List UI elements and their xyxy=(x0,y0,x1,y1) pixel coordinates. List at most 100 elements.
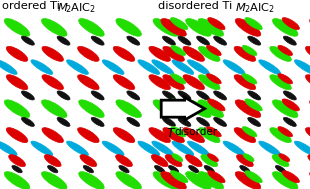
Ellipse shape xyxy=(270,75,291,90)
Ellipse shape xyxy=(113,46,135,61)
Text: disorder: disorder xyxy=(175,127,218,137)
Ellipse shape xyxy=(272,172,298,189)
Ellipse shape xyxy=(259,60,281,74)
Ellipse shape xyxy=(283,36,296,45)
Ellipse shape xyxy=(243,154,254,162)
Ellipse shape xyxy=(149,75,170,90)
Ellipse shape xyxy=(138,141,160,156)
Ellipse shape xyxy=(282,18,299,30)
Ellipse shape xyxy=(170,99,188,111)
Ellipse shape xyxy=(305,128,310,143)
Ellipse shape xyxy=(198,46,220,61)
Ellipse shape xyxy=(119,166,129,173)
Ellipse shape xyxy=(67,60,88,74)
Ellipse shape xyxy=(278,74,293,84)
Ellipse shape xyxy=(172,60,194,74)
Ellipse shape xyxy=(294,60,310,74)
Ellipse shape xyxy=(245,18,262,30)
Ellipse shape xyxy=(178,36,191,45)
Ellipse shape xyxy=(47,166,58,173)
Text: $_2$AlC$_2$: $_2$AlC$_2$ xyxy=(65,1,96,15)
Ellipse shape xyxy=(186,172,211,189)
Ellipse shape xyxy=(172,154,183,162)
Ellipse shape xyxy=(178,117,191,126)
Ellipse shape xyxy=(204,166,215,173)
Text: $M$: $M$ xyxy=(235,1,246,13)
Ellipse shape xyxy=(102,141,124,156)
Ellipse shape xyxy=(0,60,17,74)
Ellipse shape xyxy=(197,91,210,100)
Ellipse shape xyxy=(188,60,209,74)
Ellipse shape xyxy=(127,91,140,100)
Ellipse shape xyxy=(183,128,205,143)
Ellipse shape xyxy=(153,19,179,36)
Ellipse shape xyxy=(9,155,25,167)
Ellipse shape xyxy=(21,117,34,126)
Ellipse shape xyxy=(57,36,70,45)
Ellipse shape xyxy=(0,141,17,156)
Ellipse shape xyxy=(152,60,174,74)
Ellipse shape xyxy=(278,45,293,56)
Ellipse shape xyxy=(127,117,140,126)
Ellipse shape xyxy=(214,117,227,126)
Ellipse shape xyxy=(242,127,257,137)
Ellipse shape xyxy=(42,100,67,118)
Ellipse shape xyxy=(214,91,227,100)
Ellipse shape xyxy=(42,172,67,189)
Ellipse shape xyxy=(275,166,286,173)
Ellipse shape xyxy=(305,75,310,90)
Ellipse shape xyxy=(116,19,141,36)
Ellipse shape xyxy=(57,117,70,126)
Ellipse shape xyxy=(31,60,53,74)
Ellipse shape xyxy=(234,46,256,61)
Ellipse shape xyxy=(198,172,224,189)
Ellipse shape xyxy=(78,128,99,143)
Ellipse shape xyxy=(42,19,67,36)
Ellipse shape xyxy=(91,117,104,126)
Ellipse shape xyxy=(259,141,281,156)
Ellipse shape xyxy=(67,141,88,156)
Text: $_2$AlC$_2$: $_2$AlC$_2$ xyxy=(244,1,275,15)
Ellipse shape xyxy=(235,19,261,36)
Ellipse shape xyxy=(149,46,170,61)
Ellipse shape xyxy=(163,46,184,61)
Ellipse shape xyxy=(21,36,34,45)
Ellipse shape xyxy=(223,60,245,74)
Ellipse shape xyxy=(201,155,218,167)
Ellipse shape xyxy=(171,74,186,84)
Ellipse shape xyxy=(138,60,160,74)
Ellipse shape xyxy=(308,155,310,167)
Ellipse shape xyxy=(198,128,220,143)
Text: ordered Ti: ordered Ti xyxy=(2,1,60,11)
Ellipse shape xyxy=(6,46,28,61)
Ellipse shape xyxy=(4,19,30,36)
Ellipse shape xyxy=(245,99,262,111)
Ellipse shape xyxy=(248,36,261,45)
Ellipse shape xyxy=(79,100,104,118)
Ellipse shape xyxy=(153,172,179,189)
Ellipse shape xyxy=(208,99,225,111)
Ellipse shape xyxy=(242,74,257,84)
Ellipse shape xyxy=(151,155,168,167)
Ellipse shape xyxy=(78,75,99,90)
Ellipse shape xyxy=(116,172,141,189)
Ellipse shape xyxy=(162,117,175,126)
Ellipse shape xyxy=(208,18,225,30)
Ellipse shape xyxy=(198,19,224,36)
Ellipse shape xyxy=(170,18,188,30)
Ellipse shape xyxy=(186,100,211,118)
Ellipse shape xyxy=(79,19,104,36)
Ellipse shape xyxy=(270,46,291,61)
Text: $M$: $M$ xyxy=(57,1,69,13)
Ellipse shape xyxy=(248,91,261,100)
Ellipse shape xyxy=(282,171,299,183)
Ellipse shape xyxy=(44,155,61,167)
Ellipse shape xyxy=(149,128,170,143)
Ellipse shape xyxy=(21,91,34,100)
Ellipse shape xyxy=(188,166,199,173)
Ellipse shape xyxy=(282,99,299,111)
Ellipse shape xyxy=(197,117,210,126)
Ellipse shape xyxy=(102,60,124,74)
Ellipse shape xyxy=(183,75,205,90)
Ellipse shape xyxy=(4,172,30,189)
